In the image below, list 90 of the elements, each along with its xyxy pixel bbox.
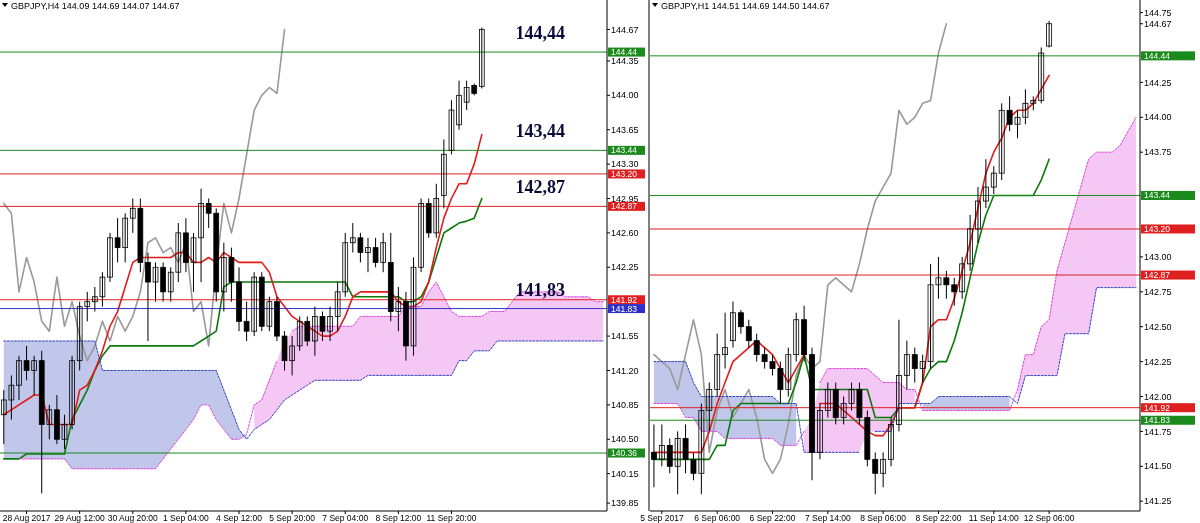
candlestick xyxy=(737,309,744,335)
chart-title: GBPJPY,H4 144.09 144.69 144.07 144.67 xyxy=(11,1,180,11)
x-tick-label: 7 Sep 04:00 xyxy=(322,513,369,523)
candlestick xyxy=(903,340,910,391)
y-tick-label: 140.50 xyxy=(611,434,639,445)
ref-line-label: 143.44 xyxy=(611,145,638,156)
candlestick xyxy=(975,186,981,244)
y-tick-label: 141.25 xyxy=(1144,496,1172,507)
annotation: 143,44 xyxy=(515,121,565,142)
y-tick-label: 144.75 xyxy=(1144,7,1172,18)
y-tick-label: 143.75 xyxy=(1144,147,1172,158)
y-tick-label: 141.20 xyxy=(611,365,639,376)
ref-line-label: 142.87 xyxy=(1144,270,1171,281)
candlestick xyxy=(365,237,371,273)
ref-line-label: 143.20 xyxy=(1144,223,1171,234)
y-tick-label: 142.50 xyxy=(1144,321,1172,332)
y-tick-label: 141.55 xyxy=(611,331,639,342)
y-tick-label: 143.65 xyxy=(611,124,639,135)
y-tick-label: 140.85 xyxy=(611,400,639,411)
x-tick-label: 6 Sep 06:00 xyxy=(694,513,741,523)
y-tick-label: 141.75 xyxy=(1144,426,1172,437)
ref-line-label: 142.87 xyxy=(611,201,638,212)
x-tick-label: 12 Sep 06:00 xyxy=(1023,513,1075,523)
candlestick xyxy=(1046,20,1053,48)
candlestick xyxy=(880,451,887,488)
candlestick xyxy=(793,312,800,363)
y-tick-label: 142.75 xyxy=(1144,286,1172,297)
y-tick-label: 144.35 xyxy=(611,56,639,67)
ref-line-label: 141.83 xyxy=(611,303,638,314)
x-tick-label: 6 Sep 22:00 xyxy=(749,513,796,523)
x-tick-label: 8 Sep 12:00 xyxy=(375,513,422,523)
y-tick-label: 140.15 xyxy=(611,468,639,479)
candlestick xyxy=(967,214,974,272)
x-tick-label: 8 Sep 06:00 xyxy=(860,513,907,523)
x-tick-label: 11 Sep 20:00 xyxy=(426,513,477,523)
y-tick-label: 142.25 xyxy=(611,262,639,273)
y-tick-label: 143.00 xyxy=(1144,252,1172,263)
y-tick-label: 142.60 xyxy=(611,228,639,239)
candlestick xyxy=(478,27,485,89)
x-tick-label: 5 Sep 2017 xyxy=(640,513,684,523)
x-tick-label: 29 Aug 12:00 xyxy=(54,513,105,523)
y-tick-label: 139.85 xyxy=(611,498,639,509)
candlestick xyxy=(441,139,447,209)
annotation: 142,87 xyxy=(515,177,565,198)
y-tick-label: 144.00 xyxy=(611,90,639,101)
y-tick-label: 144.00 xyxy=(1144,112,1172,123)
candlestick xyxy=(730,301,736,349)
y-tick-label: 141.50 xyxy=(1144,461,1172,472)
candlestick xyxy=(745,319,752,349)
candlestick xyxy=(722,312,729,370)
y-tick-label: 143.30 xyxy=(611,159,639,170)
y-tick-label: 142.95 xyxy=(611,193,639,204)
line-series xyxy=(3,340,604,440)
chart-title: GBPJPY,H1 144.51 144.69 144.50 144.67 xyxy=(661,1,830,11)
candlestick xyxy=(888,416,894,467)
candlestick xyxy=(658,423,665,467)
ref-line-label: 144.44 xyxy=(1144,50,1171,61)
ref-line-label: 141.83 xyxy=(1144,415,1171,426)
line-series xyxy=(653,22,948,475)
candlestick xyxy=(714,333,721,398)
x-tick-label: 5 Sep 20:00 xyxy=(269,513,316,523)
candlestick xyxy=(982,158,989,209)
annotation: 144,44 xyxy=(515,23,565,44)
candlestick xyxy=(824,382,831,418)
y-tick-label: 142.25 xyxy=(1144,356,1172,367)
x-tick-label: 28 Aug 2017 xyxy=(2,513,51,523)
candlestick xyxy=(990,165,997,195)
candlestick xyxy=(816,402,823,460)
x-tick-label: 30 Aug 20:00 xyxy=(107,513,159,523)
candlestick xyxy=(959,256,966,300)
ref-line-label: 143.44 xyxy=(1144,190,1171,201)
x-tick-label: 7 Sep 14:00 xyxy=(804,513,852,523)
y-tick-label: 142.00 xyxy=(1144,391,1172,402)
ref-line-label: 141.92 xyxy=(611,294,638,305)
annotation: 141,83 xyxy=(515,279,565,300)
y-tick-label: 144.67 xyxy=(1144,18,1172,29)
ref-line-label: 143.20 xyxy=(611,168,638,179)
ref-line-label: 144.44 xyxy=(611,47,638,58)
y-tick-label: 144.25 xyxy=(1144,77,1172,88)
x-tick-label: 1 Sep 04:00 xyxy=(162,513,210,523)
candlestick xyxy=(896,319,902,432)
candlestick xyxy=(1038,46,1045,104)
y-tick-label: 144.67 xyxy=(611,24,639,35)
line-series xyxy=(2,28,286,362)
x-tick-label: 8 Sep 22:00 xyxy=(915,513,962,523)
x-tick-label: 4 Sep 12:00 xyxy=(216,513,263,523)
ref-line-label: 140.36 xyxy=(611,448,638,458)
line-series xyxy=(2,197,483,460)
ref-line-label: 141.92 xyxy=(1144,402,1171,413)
x-tick-label: 11 Sep 14:00 xyxy=(968,513,1020,523)
